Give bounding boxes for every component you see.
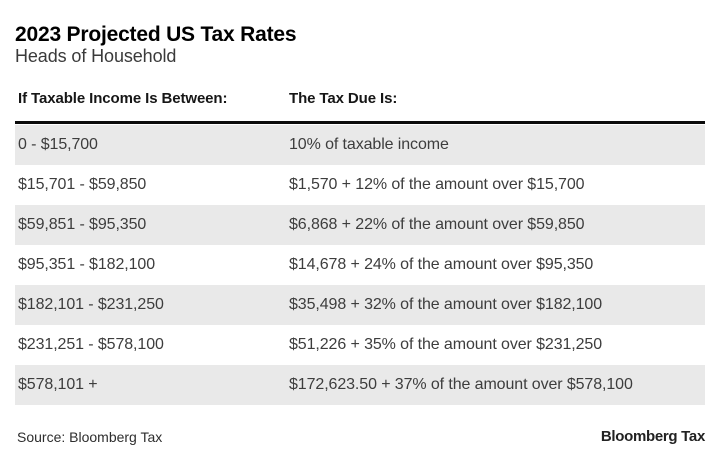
table-row: $578,101 + $172,623.50 + 37% of the amou… <box>15 365 705 405</box>
income-range-cell: $578,101 + <box>18 376 98 393</box>
table-row: $59,851 - $95,350 $6,868 + 22% of the am… <box>15 205 705 245</box>
income-range-cell: $231,251 - $578,100 <box>18 336 164 353</box>
income-range-cell: $59,851 - $95,350 <box>18 216 147 233</box>
tax-due-cell: $14,678 + 24% of the amount over $95,350 <box>289 256 594 273</box>
source-attribution: Source: Bloomberg Tax <box>17 428 163 445</box>
tax-due-cell: $51,226 + 35% of the amount over $231,25… <box>289 336 603 353</box>
income-range-cell: 0 - $15,700 <box>18 136 98 153</box>
tax-due-cell: 10% of taxable income <box>289 136 449 153</box>
tax-due-cell: $6,868 + 22% of the amount over $59,850 <box>289 216 585 233</box>
bloomberg-tax-logo: Bloomberg Tax <box>600 428 705 445</box>
column-header-income: If Taxable Income Is Between: <box>18 90 228 107</box>
tax-due-cell: $35,498 + 32% of the amount over $182,10… <box>289 296 603 313</box>
table-row: $15,701 - $59,850 $1,570 + 12% of the am… <box>15 165 705 205</box>
income-range-cell: $15,701 - $59,850 <box>18 176 147 193</box>
column-header-tax-due: The Tax Due Is: <box>289 90 398 107</box>
tax-due-cell: $1,570 + 12% of the amount over $15,700 <box>289 176 585 193</box>
table-row: $231,251 - $578,100 $51,226 + 35% of the… <box>15 325 705 365</box>
page-title: 2023 Projected US Tax Rates <box>15 23 297 46</box>
income-range-cell: $182,101 - $231,250 <box>18 296 164 313</box>
income-range-cell: $95,351 - $182,100 <box>18 256 155 273</box>
table-row: $95,351 - $182,100 $14,678 + 24% of the … <box>15 245 705 285</box>
table-header-row: If Taxable Income Is Between: The Tax Du… <box>15 90 705 124</box>
table-row: $182,101 - $231,250 $35,498 + 32% of the… <box>15 285 705 325</box>
tax-bracket-table: If Taxable Income Is Between: The Tax Du… <box>15 90 705 405</box>
figure-header: 2023 Projected US Tax Rates Heads of Hou… <box>15 0 705 66</box>
table-row: 0 - $15,700 10% of taxable income <box>15 125 705 165</box>
table-body: 0 - $15,700 10% of taxable income $15,70… <box>15 125 705 405</box>
tax-due-cell: $172,623.50 + 37% of the amount over $57… <box>289 376 633 393</box>
figure-footer: Source: Bloomberg Tax Bloomberg Tax <box>15 428 705 445</box>
page-subtitle: Heads of Household <box>15 46 177 66</box>
